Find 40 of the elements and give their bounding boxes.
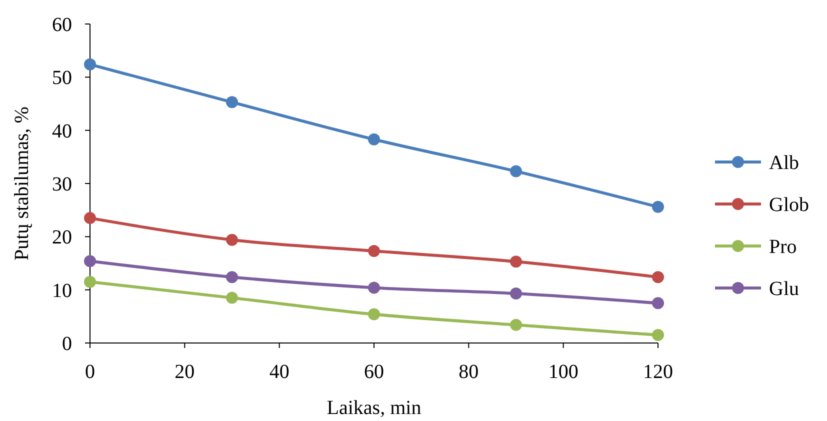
point bbox=[652, 297, 664, 310]
point bbox=[226, 234, 238, 246]
legend-label: Glob bbox=[769, 194, 809, 216]
point bbox=[510, 318, 522, 331]
point bbox=[510, 288, 522, 300]
point bbox=[84, 212, 96, 224]
point bbox=[84, 276, 96, 288]
x-tick-label: 0 bbox=[85, 361, 95, 383]
point bbox=[84, 58, 96, 70]
point bbox=[84, 255, 96, 268]
y-axis-title: Putų stabilumas, % bbox=[11, 106, 33, 260]
y-tick-label: 40 bbox=[52, 120, 72, 142]
point bbox=[652, 271, 664, 284]
point bbox=[226, 271, 238, 284]
point bbox=[510, 165, 522, 178]
point bbox=[368, 308, 380, 320]
x-tick-label: 120 bbox=[643, 361, 673, 383]
x-tick-label: 80 bbox=[458, 361, 479, 383]
x-tick-label: 20 bbox=[174, 361, 195, 383]
point bbox=[510, 256, 522, 268]
x-tick-label: 40 bbox=[269, 361, 290, 383]
point bbox=[652, 200, 664, 213]
legend-label: Glu bbox=[769, 278, 799, 300]
point bbox=[226, 292, 238, 304]
y-tick-label: 0 bbox=[62, 333, 72, 355]
y-tick-label: 60 bbox=[52, 14, 72, 36]
legend-label: Pro bbox=[769, 236, 797, 258]
x-tick-label: 60 bbox=[364, 361, 384, 383]
legend-label: Alb bbox=[769, 152, 799, 174]
point bbox=[368, 133, 380, 146]
point bbox=[368, 282, 380, 294]
point bbox=[368, 245, 380, 258]
point bbox=[226, 96, 238, 108]
x-axis-title: Laikas, min bbox=[326, 397, 422, 419]
y-tick-label: 10 bbox=[52, 280, 72, 302]
x-tick-label: 100 bbox=[548, 361, 578, 383]
point bbox=[652, 329, 664, 342]
y-tick-label: 20 bbox=[52, 226, 72, 249]
y-tick-label: 30 bbox=[52, 174, 72, 196]
y-tick-label: 50 bbox=[52, 67, 72, 90]
